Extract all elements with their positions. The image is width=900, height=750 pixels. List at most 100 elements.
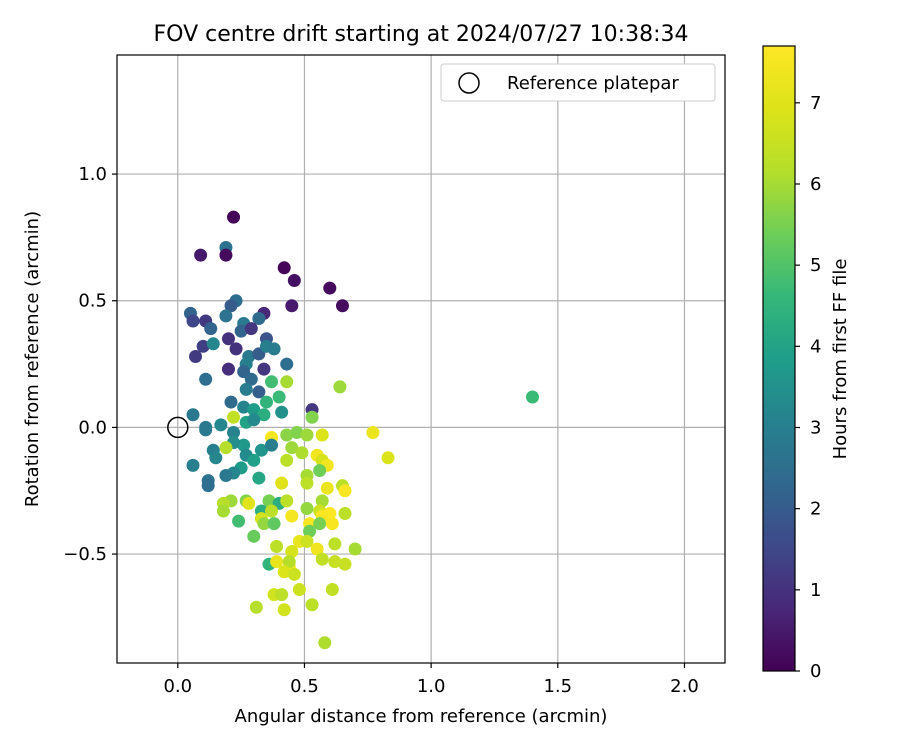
scatter-point xyxy=(262,494,276,508)
scatter-point xyxy=(335,299,349,313)
scatter-point xyxy=(318,636,332,650)
scatter-point xyxy=(252,311,266,325)
x-tick-label: 1.5 xyxy=(543,676,572,697)
scatter-point xyxy=(272,390,286,404)
y-tick-label: 0.0 xyxy=(78,417,107,438)
scatter-point xyxy=(300,501,314,515)
colorbar-tick-label: 6 xyxy=(810,174,821,195)
scatter-point xyxy=(224,299,238,313)
scatter-point xyxy=(277,603,291,617)
legend-box xyxy=(440,63,716,102)
y-tick-label: −0.5 xyxy=(63,544,107,565)
scatter-point xyxy=(186,314,200,328)
scatter-point xyxy=(285,299,299,313)
scatter-point xyxy=(265,504,279,518)
scatter-point xyxy=(267,342,281,356)
scatter-point xyxy=(252,471,266,485)
scatter-point xyxy=(275,476,289,490)
scatter-point xyxy=(348,542,362,556)
scatter-point xyxy=(265,438,279,452)
scatter-point xyxy=(313,463,327,477)
scatter-point xyxy=(229,342,243,356)
colorbar-tick-label: 1 xyxy=(810,580,821,601)
scatter-point xyxy=(280,453,294,467)
scatter-point xyxy=(257,517,271,531)
colorbar-tick-label: 2 xyxy=(810,499,821,520)
x-axis-label: Angular distance from reference (arcmin) xyxy=(235,706,608,727)
scatter-point xyxy=(277,565,291,579)
scatter-point xyxy=(221,362,235,376)
scatter-point xyxy=(285,509,299,523)
scatter-point xyxy=(270,539,284,553)
scatter-point xyxy=(315,428,329,442)
scatter-point xyxy=(227,410,241,424)
scatter-point xyxy=(310,542,324,556)
scatter-point xyxy=(186,408,200,422)
colorbar-tick-label: 3 xyxy=(810,417,821,438)
scatter-point xyxy=(259,395,273,409)
scatter-point xyxy=(219,309,233,323)
scatter-point xyxy=(227,210,241,224)
scatter-point xyxy=(287,567,301,581)
reference-point-marker xyxy=(167,416,189,439)
scatter-point xyxy=(242,496,256,510)
scatter-points xyxy=(183,210,539,650)
scatter-point xyxy=(196,339,210,353)
colorbar-tick-label: 7 xyxy=(810,93,821,114)
scatter-point xyxy=(275,588,289,602)
scatter-point xyxy=(290,425,304,439)
scatter-point xyxy=(186,458,200,472)
scatter-point xyxy=(265,375,279,389)
y-axis-ticks: −0.5 0.0 0.5 1.0 xyxy=(63,164,117,565)
scatter-point xyxy=(199,372,213,386)
scatter-point xyxy=(525,390,539,404)
colorbar-ticks: 0 1 2 3 4 5 6 7 xyxy=(795,93,821,682)
scatter-point xyxy=(199,420,213,434)
scatter-point xyxy=(224,395,238,409)
scatter-point xyxy=(300,476,314,490)
scatter-point xyxy=(338,507,352,521)
scatter-point xyxy=(221,332,235,346)
x-tick-label: 1.0 xyxy=(417,676,446,697)
scatter-point xyxy=(247,403,261,417)
scatter-point xyxy=(325,583,339,597)
scatter-point xyxy=(219,441,233,455)
scatter-point xyxy=(280,357,294,371)
colorbar-gradient xyxy=(762,45,796,672)
scatter-point xyxy=(247,453,261,467)
scatter-point xyxy=(209,451,223,465)
scatter-point xyxy=(300,534,314,548)
colorbar-label: Hours from first FF file xyxy=(830,259,851,460)
plot-background xyxy=(117,55,725,663)
scatter-point xyxy=(338,557,352,571)
scatter-point xyxy=(305,410,319,424)
scatter-point xyxy=(285,441,299,455)
colorbar-tick-label: 0 xyxy=(810,661,821,682)
scatter-point xyxy=(204,322,218,336)
scatter-point xyxy=(315,552,329,566)
x-tick-label: 2.0 xyxy=(670,676,699,697)
x-tick-label: 0.0 xyxy=(163,676,192,697)
x-tick-label: 0.5 xyxy=(290,676,319,697)
scatter-point xyxy=(244,322,258,336)
x-axis-ticks: 0.0 0.5 1.0 1.5 2.0 xyxy=(163,663,699,697)
scatter-point xyxy=(323,281,337,295)
scatter-point xyxy=(282,555,296,569)
plot-area: 0.0 0.5 1.0 1.5 2.0 −0.5 0.0 0.5 1.0 xyxy=(63,54,726,697)
scatter-point xyxy=(219,248,233,262)
scatter-point xyxy=(292,583,306,597)
scatter-point xyxy=(325,517,339,531)
scatter-point xyxy=(277,261,291,275)
legend-marker-reference xyxy=(458,72,480,94)
scatter-point xyxy=(366,425,380,439)
plot-frame xyxy=(116,54,726,664)
scatter-point xyxy=(275,405,289,419)
colorbar-tick-label: 4 xyxy=(810,336,821,357)
colorbar-tick-label: 5 xyxy=(810,255,821,276)
scatter-point xyxy=(333,380,347,394)
scatter-point xyxy=(328,555,342,569)
scatter-point xyxy=(328,537,342,551)
colorbar: 0 1 2 3 4 5 6 7 Hours from first FF file xyxy=(762,45,851,682)
chart-title: FOV centre drift starting at 2024/07/27 … xyxy=(154,22,689,47)
